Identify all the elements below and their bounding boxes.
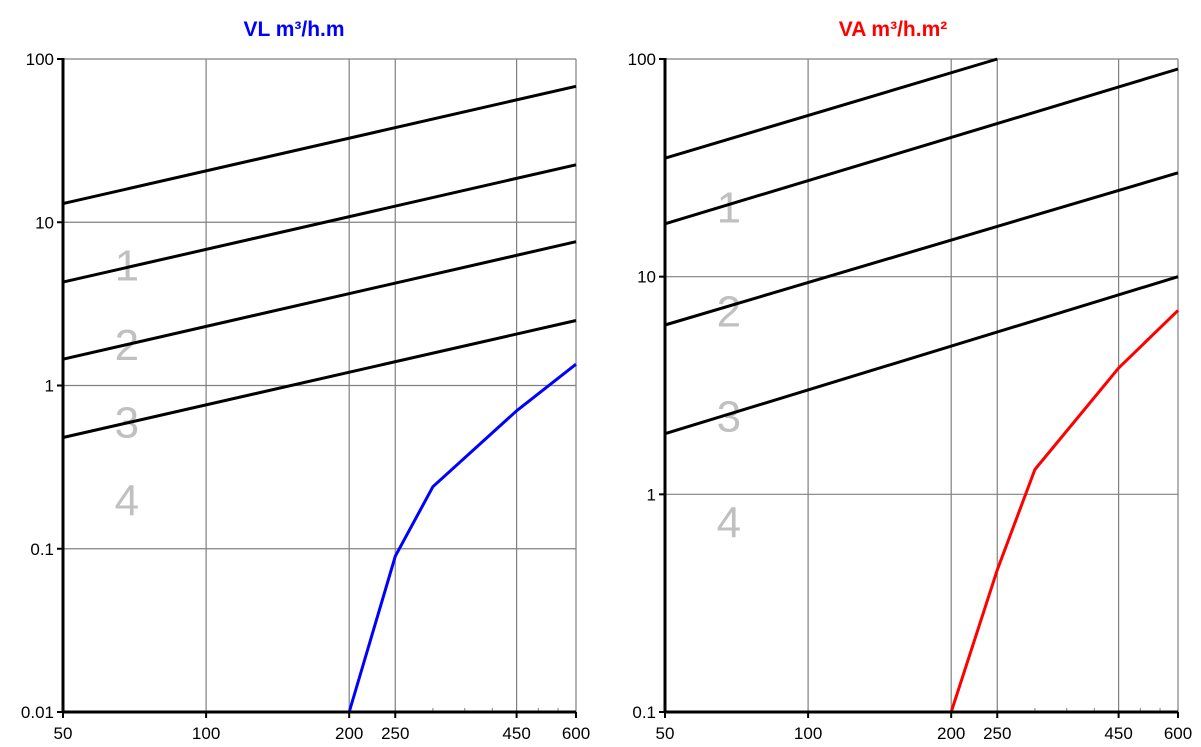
x-tick-label: 50 <box>656 724 675 743</box>
data-curve <box>665 309 1180 714</box>
chart-title: VA m³/h.m² <box>839 18 948 41</box>
reference-line <box>62 319 577 439</box>
y-tick-label: 100 <box>26 50 54 69</box>
x-tick-label: 250 <box>381 724 409 743</box>
reference-line <box>664 67 1179 226</box>
y-tick-label: 0.1 <box>632 703 656 722</box>
x-tick-label: 50 <box>54 724 73 743</box>
x-tick-label: 450 <box>502 724 530 743</box>
y-tick-label: 0.1 <box>30 540 54 559</box>
reference-line <box>664 171 1179 327</box>
reference-line <box>664 57 998 160</box>
y-tick-label: 10 <box>637 268 656 287</box>
reference-line <box>62 84 577 206</box>
x-tick-label: 450 <box>1104 724 1132 743</box>
y-tick-label: 0.01 <box>21 703 54 722</box>
reference-line <box>62 163 577 284</box>
reference-line <box>664 275 1179 436</box>
zone-label: 4 <box>115 477 139 526</box>
x-tick-label: 600 <box>1164 724 1192 743</box>
x-tick-label: 200 <box>937 724 965 743</box>
x-tick-label: 250 <box>983 724 1011 743</box>
y-tick-label: 100 <box>628 50 656 69</box>
reference-line <box>62 240 577 361</box>
x-tick-label: 600 <box>562 724 590 743</box>
data-curve <box>63 363 577 714</box>
y-tick-label: 1 <box>45 377 54 396</box>
y-tick-label: 1 <box>647 485 656 504</box>
x-tick-label: 200 <box>335 724 363 743</box>
y-tick-label: 10 <box>35 213 54 232</box>
x-tick-label: 100 <box>192 724 220 743</box>
chart-title: VL m³/h.m <box>243 18 344 41</box>
x-tick-label: 100 <box>794 724 822 743</box>
zone-label: 2 <box>717 287 741 336</box>
zone-label: 4 <box>717 499 741 548</box>
